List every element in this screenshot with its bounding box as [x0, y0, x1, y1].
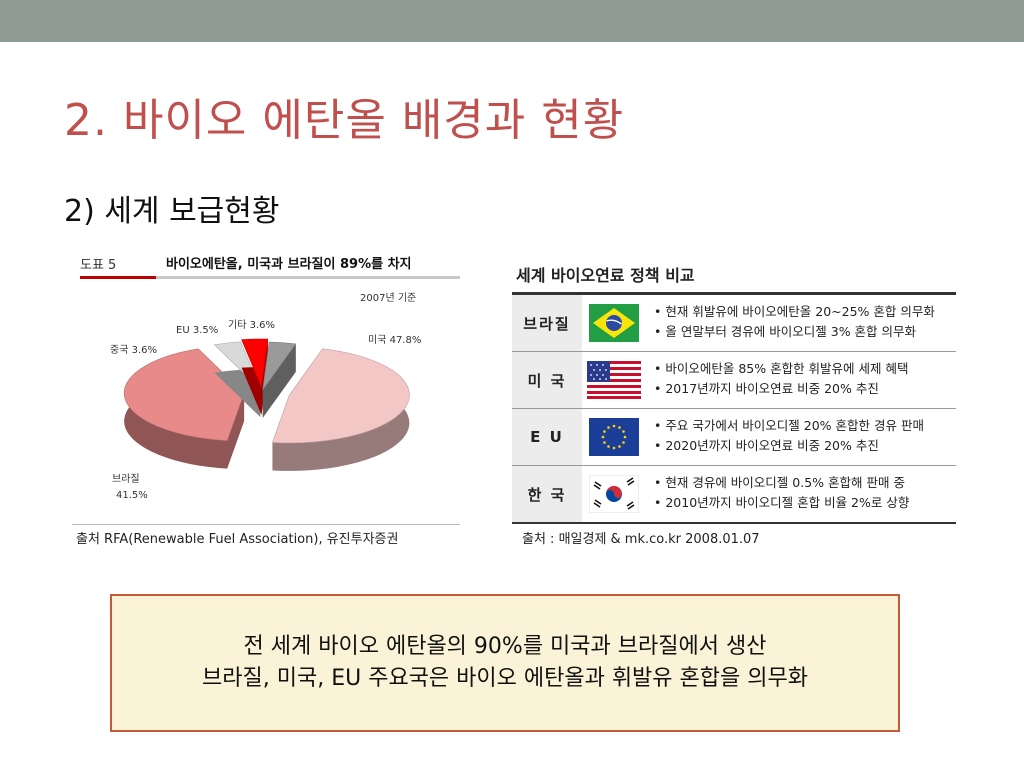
slice-label-eu: EU 3.5%	[176, 325, 218, 336]
country-name: 한 국	[512, 466, 582, 522]
left-source-note: 출처 RFA(Renewable Fuel Association), 유진투자…	[76, 532, 399, 547]
figure-rule-accent	[80, 276, 156, 279]
summary-line-1: 전 세계 바이오 에탄올의 90%를 미국과 브라질에서 생산	[243, 634, 767, 659]
figure-tag: 도표 5	[80, 258, 117, 273]
policy-line: • 현재 경유에 바이오디젤 0.5% 혼합해 판매 중	[654, 475, 905, 490]
brazil-flag-icon	[589, 304, 639, 342]
slice-label-usa: 미국 47.8%	[368, 334, 421, 346]
table-row: 한 국 • 현재 경유에 바이오디젤 0.5% 혼합해 판매 중 • 2010년…	[512, 466, 956, 522]
country-name: 미 국	[512, 352, 582, 408]
table-row: 브라질 • 현재 휘발유에 바이오에탄올 20~25% 혼합 의무화 • 올 연…	[512, 295, 956, 351]
table-title: 세계 바이오연료 정책 비교	[516, 266, 695, 285]
policy-line: • 주요 국가에서 바이오디젤 20% 혼합한 경유 판매	[654, 418, 924, 433]
usa-flag-icon	[587, 361, 641, 399]
pie-slice-브라질	[123, 348, 245, 441]
slice-label-china: 중국 3.6%	[110, 344, 157, 356]
slice-label-brazil-name: 브라질	[112, 473, 140, 485]
policy-line: • 2010년까지 바이오디젤 혼합 비율 2%로 상향	[654, 495, 910, 510]
country-name: 브라질	[512, 295, 582, 351]
table-row: 미 국 • 바이오에탄올 85% 혼합한 휘발유에 세제 혜택	[512, 352, 956, 408]
policy-line: • 올 연말부터 경유에 바이오디젤 3% 혼합 의무화	[654, 324, 917, 339]
figure-rule	[80, 276, 460, 279]
eu-flag-icon	[589, 418, 639, 456]
pie-slice-EU	[241, 338, 269, 389]
table-top-rule	[512, 292, 956, 295]
slide-title: 2. 바이오 에탄올 배경과 현황	[64, 95, 625, 146]
pie-slice-미국	[272, 348, 410, 444]
table-row: E U • 주요 국가에서 바이오디젤 20% 혼합한 경유 판매 • 2020…	[512, 409, 956, 465]
table-bottom-rule	[512, 522, 956, 524]
top-bar	[0, 0, 1024, 42]
right-source-note: 출처 : 매일경제 & mk.co.kr 2008.01.07	[522, 532, 760, 547]
pie-slice-side-중국	[214, 341, 261, 418]
slice-label-brazil-value: 41.5%	[116, 490, 148, 501]
summary-line-2: 브라질, 미국, EU 주요국은 바이오 에탄올과 휘발유 혼합을 의무화	[202, 666, 808, 691]
policy-line: • 2017년까지 바이오연료 비중 20% 추진	[654, 381, 879, 396]
country-name: E U	[512, 409, 582, 465]
korea-flag-icon	[589, 475, 639, 513]
policy-line: • 2020년까지 바이오연료 비중 20% 추진	[654, 438, 879, 453]
figure-year-note: 2007년 기준	[360, 293, 417, 304]
slice-label-other: 기타 3.6%	[228, 319, 275, 331]
slide-subtitle: 2) 세계 보급현황	[64, 194, 280, 229]
policy-table: 세계 바이오연료 정책 비교 브라질 • 현재 휘발유에 바이오에탄올 20~2…	[512, 242, 956, 524]
pie-chart-figure: 도표 5 바이오에탄올, 미국과 브라질이 89%를 차지 2007년 기준 미…	[72, 242, 462, 522]
source-rule	[72, 524, 460, 525]
pie-chart: 미국 47.8% 브라질 41.5% 중국 3.6% EU 3.5% 기타 3.…	[110, 319, 421, 501]
summary-box: 전 세계 바이오 에탄올의 90%를 미국과 브라질에서 생산 브라질, 미국,…	[110, 594, 900, 732]
figure-title: 바이오에탄올, 미국과 브라질이 89%를 차지	[166, 257, 412, 272]
pie-slice-기타	[262, 341, 297, 391]
policy-line: • 현재 휘발유에 바이오에탄올 20~25% 혼합 의무화	[654, 304, 935, 319]
policy-line: • 바이오에탄올 85% 혼합한 휘발유에 세제 혜택	[654, 361, 909, 376]
figure-header: 도표 5 바이오에탄올, 미국과 브라질이 89%를 차지	[80, 252, 460, 276]
